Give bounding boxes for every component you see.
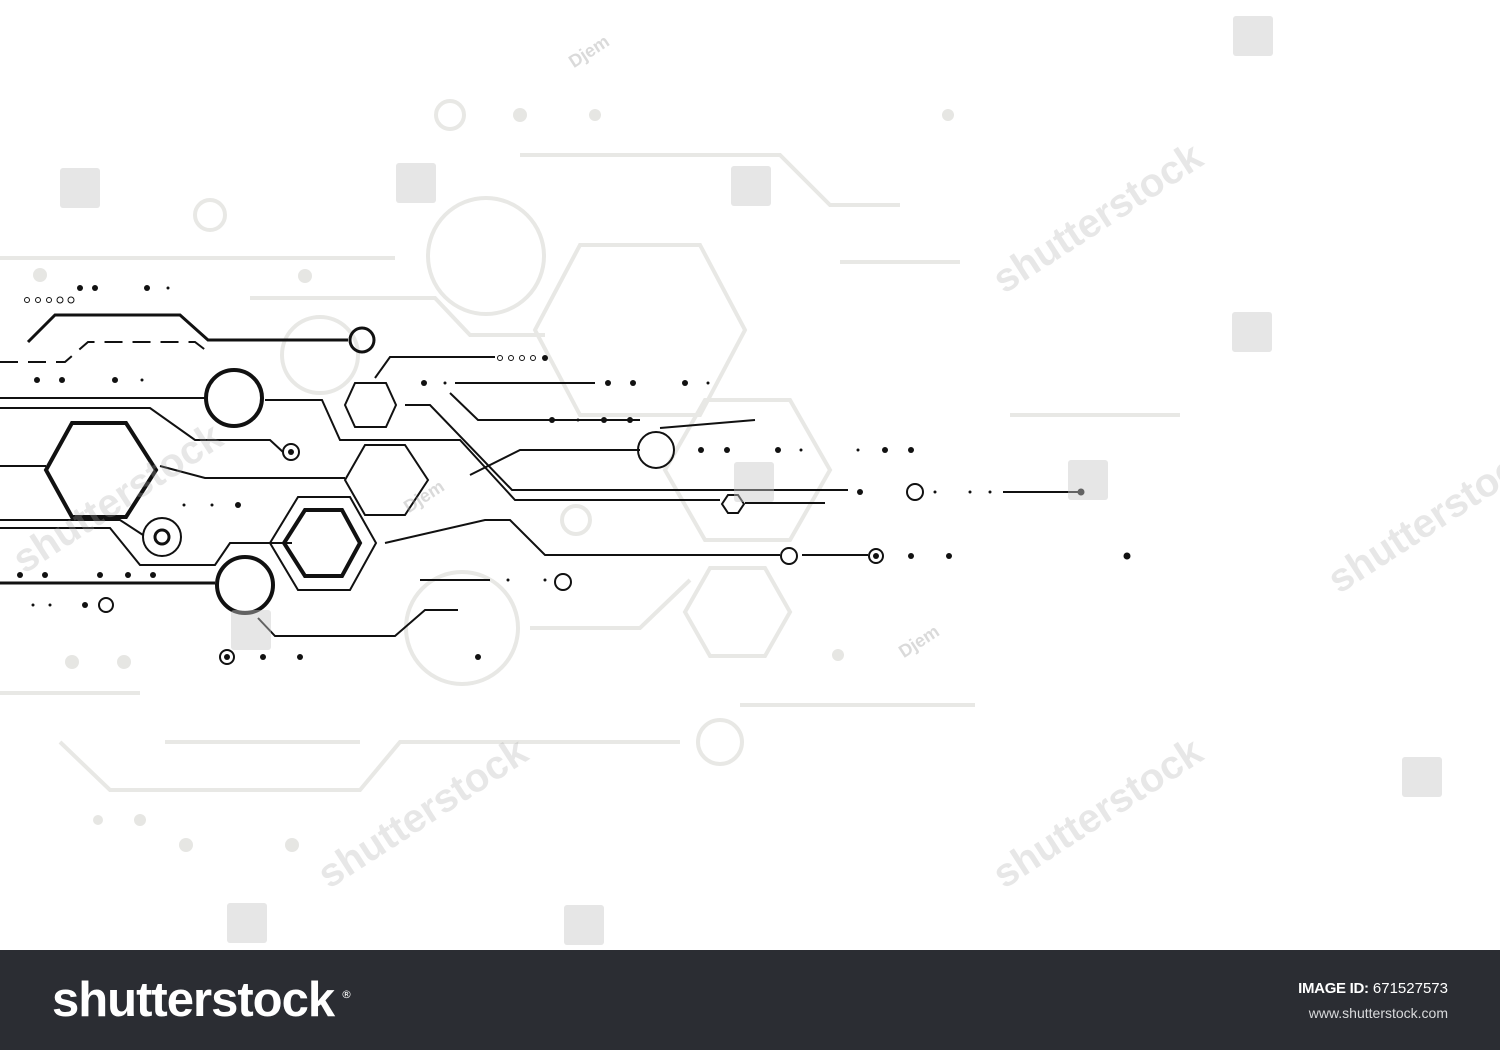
watermark-logo-icon xyxy=(564,905,604,945)
background-dots xyxy=(33,108,954,852)
watermark-logo-icon xyxy=(227,903,267,943)
foreground-dots xyxy=(17,285,1131,660)
footer-bar xyxy=(0,950,1500,1050)
watermark-logo-icon xyxy=(1402,757,1442,797)
watermark-logo-icon xyxy=(734,462,774,502)
small-ring-dots xyxy=(24,296,536,361)
background-circuit xyxy=(0,99,1180,792)
watermark-logo-icon xyxy=(731,166,771,206)
watermark-logo-icon xyxy=(1068,460,1108,500)
watermark-logo-icon xyxy=(396,163,436,203)
image-id-label: IMAGE ID: xyxy=(1298,980,1369,997)
watermark-logo-icon xyxy=(1232,312,1272,352)
image-id: IMAGE ID: 671527573 xyxy=(1298,980,1448,997)
watermark-logo-icon xyxy=(1233,16,1273,56)
watermark-logo-icon xyxy=(231,610,271,650)
circuit-illustration xyxy=(0,99,1180,852)
foreground-circuit xyxy=(0,313,1080,665)
image-id-value: 671527573 xyxy=(1372,980,1448,997)
website-link[interactable]: www.shutterstock.com xyxy=(1308,1005,1448,1021)
shutterstock-logo: shutterstock xyxy=(52,973,335,1027)
registered-mark-icon: ® xyxy=(341,988,352,1001)
watermark-logo-icon xyxy=(60,168,100,208)
